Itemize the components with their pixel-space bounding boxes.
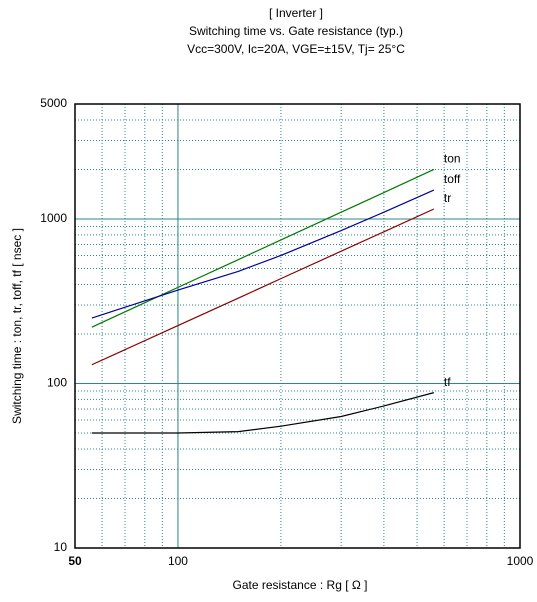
series-line (91, 189, 435, 319)
plot-frame (74, 103, 521, 549)
title-line: [ Inverter ] (269, 6, 323, 20)
y-axis-label: Switching time : ton, tr, toff, tf [ nse… (10, 228, 24, 424)
x-tick-label: 100 (168, 554, 188, 568)
series-line (91, 168, 435, 328)
series-line (91, 392, 435, 434)
y-tick-label: 1000 (40, 211, 67, 225)
series-label: tf (444, 375, 451, 389)
x-tick-label: 1000 (507, 554, 534, 568)
series-label: tr (444, 191, 451, 205)
title-line: Switching time vs. Gate resistance (typ.… (189, 24, 403, 38)
title-line: Vcc=300V, Ic=20A, VGE=±15V, Tj= 25°C (187, 42, 405, 56)
series-label: toff (444, 172, 461, 186)
series-line (91, 208, 435, 366)
x-tick-label: 50 (68, 554, 82, 568)
y-tick-label: 5000 (40, 96, 67, 110)
series-label: ton (444, 152, 461, 166)
y-tick-label: 10 (54, 540, 68, 554)
x-axis-label: Gate resistance : Rg [ Ω ] (232, 578, 367, 592)
y-tick-label: 100 (47, 376, 67, 390)
